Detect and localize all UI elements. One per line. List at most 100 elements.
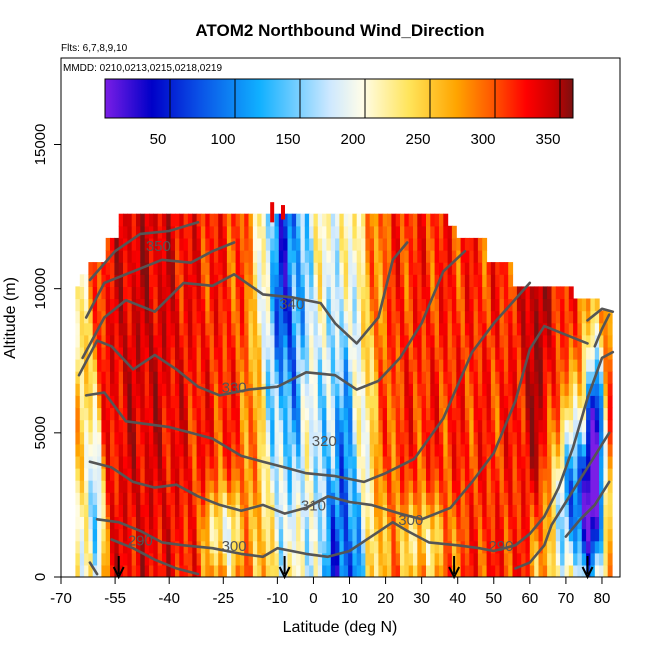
heatmap-cell <box>464 310 470 324</box>
heatmap-cell <box>304 395 310 409</box>
heatmap-cell <box>114 455 120 469</box>
heatmap-cell <box>421 262 427 275</box>
heatmap-cell <box>335 383 340 396</box>
heatmap-cell <box>149 334 154 348</box>
heatmap-cell <box>378 395 384 409</box>
heatmap-cell <box>300 395 306 409</box>
heatmap-cell <box>434 322 440 336</box>
heatmap-cell <box>503 564 509 577</box>
heatmap-cell <box>348 322 353 336</box>
heatmap-cell <box>209 504 215 517</box>
heatmap-cell <box>374 213 379 227</box>
heatmap-cell <box>568 504 574 517</box>
heatmap-cell <box>443 286 449 300</box>
heatmap-cell <box>84 492 89 505</box>
heatmap-cell <box>231 431 237 445</box>
heatmap-cell <box>283 504 289 517</box>
heatmap-cell <box>521 468 527 481</box>
heatmap-cell <box>534 298 540 312</box>
heatmap-cell <box>417 298 423 312</box>
heatmap-cell <box>136 407 141 421</box>
heatmap-cell <box>447 298 453 312</box>
heatmap-cell <box>226 564 232 577</box>
heatmap-cell <box>300 516 306 530</box>
heatmap-cell <box>278 492 284 505</box>
flights-subtitle: Flts: 6,7,8,9,10 <box>61 43 128 54</box>
heatmap-cell <box>239 371 245 384</box>
heatmap-cell <box>157 334 163 348</box>
heatmap-cell <box>495 419 501 433</box>
heatmap-cell <box>395 419 401 433</box>
heatmap-cell <box>175 443 180 457</box>
heatmap-cell <box>153 528 159 542</box>
heatmap-cell <box>162 468 167 481</box>
heatmap-cell <box>313 237 319 251</box>
heatmap-cell <box>521 516 527 530</box>
heatmap-cell <box>447 383 453 396</box>
heatmap-cell <box>607 552 613 566</box>
heatmap-cell <box>400 359 405 372</box>
heatmap-cell <box>326 274 332 287</box>
heatmap-cell <box>391 310 397 324</box>
heatmap-cell <box>607 528 613 542</box>
heatmap-cell <box>499 334 505 348</box>
heatmap-cell <box>101 468 107 481</box>
heatmap-cell <box>304 407 310 421</box>
heatmap-cell <box>560 334 565 348</box>
x-tick-label: -40 <box>158 590 180 607</box>
heatmap-cell <box>322 250 327 263</box>
heatmap-cell <box>378 443 384 457</box>
heatmap-cell <box>365 383 371 396</box>
heatmap-cell <box>287 225 293 239</box>
heatmap-cell <box>127 298 133 312</box>
heatmap-cell <box>348 407 353 421</box>
heatmap-cell <box>395 528 401 542</box>
heatmap-cell <box>110 455 115 469</box>
heatmap-cell <box>200 334 206 348</box>
heatmap-cell <box>417 407 423 421</box>
heatmap-cell <box>586 334 591 348</box>
heatmap-cell <box>131 250 137 263</box>
heatmap-cell <box>551 359 557 372</box>
heatmap-cell <box>551 443 557 457</box>
heatmap-cell <box>365 516 371 530</box>
heatmap-cell <box>231 552 237 566</box>
heatmap-cell <box>408 250 414 263</box>
heatmap-cell <box>512 322 518 336</box>
heatmap-cell <box>257 407 263 421</box>
heatmap-cell <box>149 395 154 409</box>
heatmap-cell <box>92 298 98 312</box>
heatmap-cell <box>395 286 401 300</box>
heatmap-cell <box>261 262 267 275</box>
heatmap-cell <box>499 480 505 493</box>
heatmap-cell <box>97 504 102 517</box>
heatmap-cell <box>123 262 128 275</box>
heatmap-cell <box>166 395 172 409</box>
heatmap-cell <box>226 528 232 542</box>
heatmap-cell <box>594 468 600 481</box>
heatmap-cell <box>378 346 384 360</box>
heatmap-cell <box>231 213 237 227</box>
heatmap-cell <box>209 322 215 336</box>
heatmap-cell <box>248 480 254 493</box>
heatmap-cell <box>408 443 414 457</box>
heatmap-cell <box>213 346 219 360</box>
heatmap-cell <box>309 395 314 409</box>
heatmap-cell <box>330 225 336 239</box>
heatmap-cell <box>131 334 137 348</box>
heatmap-cell <box>300 564 306 577</box>
heatmap-cell <box>426 250 431 263</box>
contour-label: 300 <box>222 538 247 555</box>
heatmap-cell <box>226 250 232 263</box>
heatmap-cell <box>538 346 544 360</box>
heatmap-cell <box>235 346 241 360</box>
heatmap-cell <box>79 540 85 554</box>
heatmap-cell <box>231 334 237 348</box>
heatmap-cell <box>187 250 193 263</box>
heatmap-cell <box>136 480 141 493</box>
heatmap-cell <box>140 310 146 324</box>
heatmap-cell <box>599 383 604 396</box>
colorbar-tick-label: 150 <box>275 131 300 148</box>
heatmap-cell <box>157 564 163 577</box>
heatmap-cell <box>369 504 375 517</box>
